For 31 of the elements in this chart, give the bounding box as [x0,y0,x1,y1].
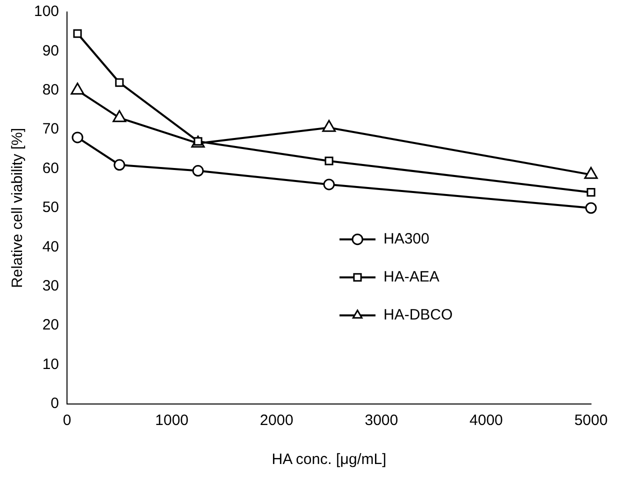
x-tick-label: 4000 [470,412,503,430]
legend-label: HA-DBCO [383,306,453,324]
point [192,165,204,177]
y-tick-label: 10 [42,356,60,373]
point [114,159,126,171]
y-tick-label: 50 [42,199,60,216]
point [586,188,596,197]
point [73,29,82,38]
point [324,156,334,166]
y-tick-label: 100 [34,3,60,20]
x-tick-label: 5000 [574,412,608,430]
y-tick-label: 70 [42,120,60,138]
x-tick-label: 2000 [260,412,294,430]
y-axis-title: Relative cell viability [%] [9,128,26,288]
legend-label: HA-AEA [383,268,440,286]
y-tick-label: 90 [42,42,60,60]
x-tick-label: 3000 [364,412,398,430]
y-tick-label: 80 [42,82,60,99]
x-tick-label: 0 [62,412,72,430]
y-tick-label: 20 [42,316,60,334]
point [72,132,84,144]
point [115,78,124,87]
x-axis-title: HA conc. [μg/mL] [272,451,386,468]
y-tick-label: 30 [42,278,60,295]
y-tick-label: 40 [42,238,60,256]
point [323,178,335,190]
legend-label: HA300 [383,230,430,248]
point [585,202,597,214]
x-tick-label: 1000 [155,412,189,430]
y-tick-label: 60 [42,160,60,177]
y-tick-label: 0 [50,395,60,412]
